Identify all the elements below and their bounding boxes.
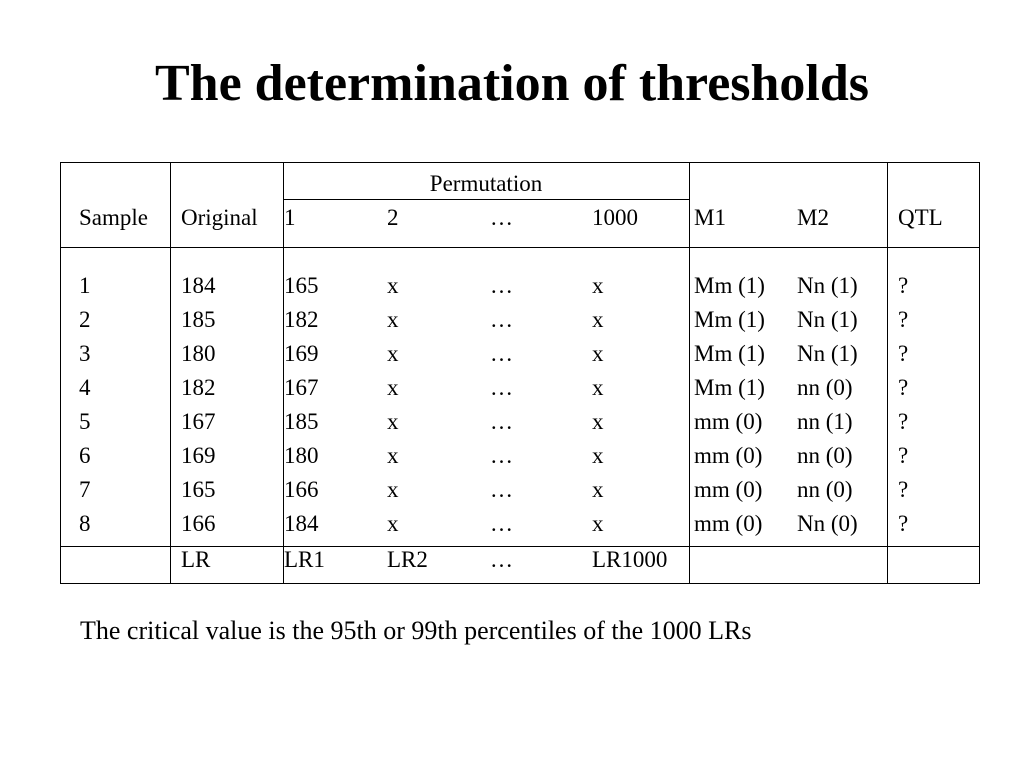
cell-m2: Nn (1) <box>797 273 858 298</box>
cell-perm-2: x <box>387 375 399 400</box>
cell-perm-ellipsis: … <box>490 409 513 434</box>
cell-sample: 2 <box>79 307 91 332</box>
cell-perm-1: 165 <box>284 273 319 298</box>
cell-perm-1000: x <box>592 511 604 536</box>
cell-original: 185 <box>181 307 216 332</box>
table-vline <box>283 163 284 583</box>
cell-m1: Mm (1) <box>694 307 765 332</box>
cell-perm-ellipsis: … <box>490 443 513 468</box>
cell-original: 165 <box>181 477 216 502</box>
cell-perm-1: 184 <box>284 511 319 536</box>
cell-original: 184 <box>181 273 216 298</box>
cell-perm-1000: x <box>592 375 604 400</box>
cell-qtl: ? <box>898 443 909 468</box>
footer-lr-ellipsis: … <box>490 547 513 572</box>
cell-qtl: ? <box>898 511 909 536</box>
cell-original: 182 <box>181 375 216 400</box>
cell-perm-2: x <box>387 443 399 468</box>
cell-qtl: ? <box>898 477 909 502</box>
cell-perm-1: 185 <box>284 409 319 434</box>
cell-perm-ellipsis: … <box>490 273 513 298</box>
cell-perm-1: 167 <box>284 375 319 400</box>
cell-m1: Mm (1) <box>694 341 765 366</box>
cell-qtl: ? <box>898 273 909 298</box>
cell-m1: Mm (1) <box>694 375 765 400</box>
header-m1: M1 <box>694 205 726 230</box>
footer-lr2: LR2 <box>387 547 428 572</box>
cell-perm-1: 166 <box>284 477 319 502</box>
slide-title: The determination of thresholds <box>154 55 870 112</box>
header-perm-2: 2 <box>387 205 399 230</box>
cell-perm-1: 180 <box>284 443 319 468</box>
cell-m2: nn (0) <box>797 443 853 468</box>
cell-m2: nn (0) <box>797 375 853 400</box>
cell-m2: Nn (1) <box>797 307 858 332</box>
cell-perm-1000: x <box>592 273 604 298</box>
permutation-underline <box>283 199 689 200</box>
cell-perm-1000: x <box>592 443 604 468</box>
cell-perm-ellipsis: … <box>490 511 513 536</box>
cell-m2: nn (0) <box>797 477 853 502</box>
footer-lr1: LR1 <box>284 547 325 572</box>
cell-m2: Nn (0) <box>797 511 858 536</box>
table-vline <box>887 163 888 583</box>
header-perm-1: 1 <box>284 205 296 230</box>
table-vline <box>689 163 690 583</box>
cell-sample: 6 <box>79 443 91 468</box>
header-qtl: QTL <box>898 205 943 230</box>
cell-perm-2: x <box>387 273 399 298</box>
cell-m2: nn (1) <box>797 409 853 434</box>
cell-original: 180 <box>181 341 216 366</box>
cell-original: 166 <box>181 511 216 536</box>
cell-m1: mm (0) <box>694 511 763 536</box>
cell-perm-2: x <box>387 477 399 502</box>
cell-m1: mm (0) <box>694 443 763 468</box>
cell-m1: mm (0) <box>694 477 763 502</box>
cell-m1: mm (0) <box>694 409 763 434</box>
header-perm-1000: 1000 <box>592 205 638 230</box>
header-m2: M2 <box>797 205 829 230</box>
cell-perm-2: x <box>387 511 399 536</box>
cell-qtl: ? <box>898 409 909 434</box>
cell-qtl: ? <box>898 375 909 400</box>
cell-sample: 3 <box>79 341 91 366</box>
cell-sample: 4 <box>79 375 91 400</box>
header-sample: Sample <box>79 205 148 230</box>
header-original: Original <box>181 205 258 230</box>
permutation-group-header: Permutation <box>429 171 543 196</box>
cell-perm-1000: x <box>592 307 604 332</box>
cell-sample: 7 <box>79 477 91 502</box>
cell-perm-ellipsis: … <box>490 375 513 400</box>
cell-original: 167 <box>181 409 216 434</box>
table-vline <box>170 163 171 583</box>
cell-perm-ellipsis: … <box>490 341 513 366</box>
cell-perm-2: x <box>387 307 399 332</box>
footnote: The critical value is the 95th or 99th p… <box>80 616 752 645</box>
cell-perm-ellipsis: … <box>490 477 513 502</box>
cell-perm-1: 182 <box>284 307 319 332</box>
cell-m1: Mm (1) <box>694 273 765 298</box>
footer-divider <box>61 546 979 547</box>
permutation-table: Permutation Sample Original 1 2 … 1000 M… <box>60 162 980 584</box>
cell-original: 169 <box>181 443 216 468</box>
cell-perm-ellipsis: … <box>490 307 513 332</box>
cell-perm-1000: x <box>592 341 604 366</box>
cell-perm-1000: x <box>592 477 604 502</box>
footer-lr: LR <box>181 547 211 572</box>
cell-sample: 5 <box>79 409 91 434</box>
cell-sample: 1 <box>79 273 91 298</box>
header-divider <box>61 247 979 248</box>
cell-sample: 8 <box>79 511 91 536</box>
header-perm-ellipsis: … <box>490 205 513 230</box>
footer-lr1000: LR1000 <box>592 547 668 572</box>
cell-perm-2: x <box>387 341 399 366</box>
cell-qtl: ? <box>898 341 909 366</box>
cell-perm-1: 169 <box>284 341 319 366</box>
cell-perm-2: x <box>387 409 399 434</box>
cell-m2: Nn (1) <box>797 341 858 366</box>
cell-qtl: ? <box>898 307 909 332</box>
cell-perm-1000: x <box>592 409 604 434</box>
